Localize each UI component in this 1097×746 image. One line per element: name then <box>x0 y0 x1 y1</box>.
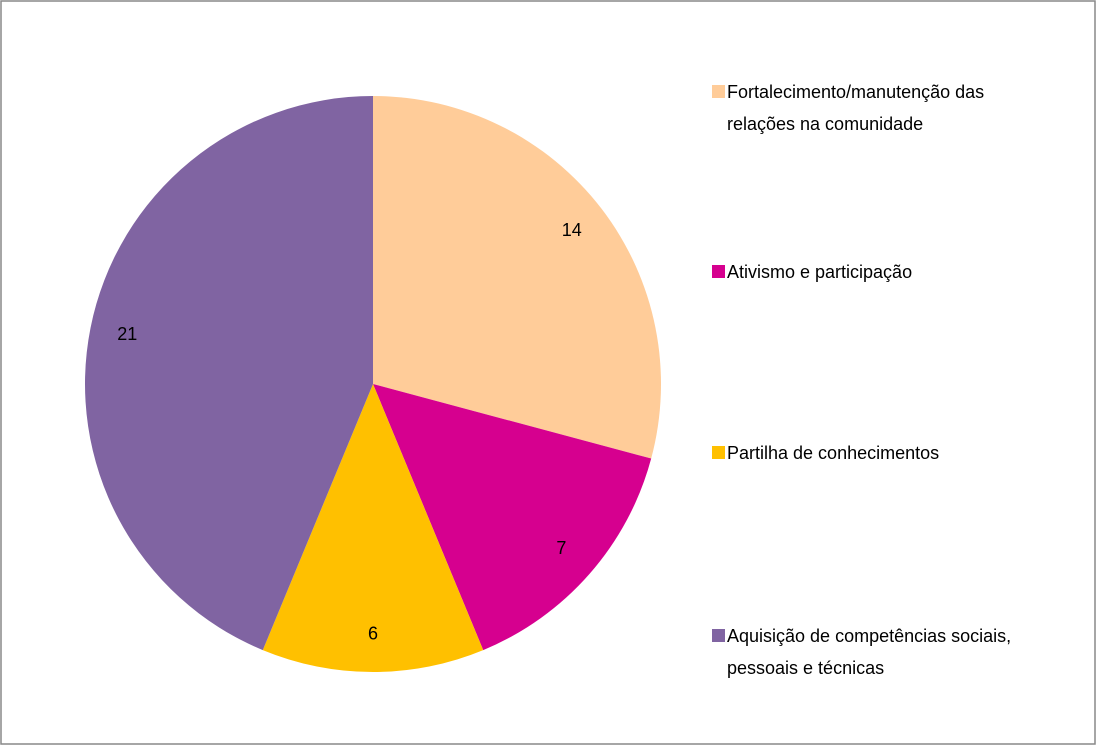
legend-swatch <box>712 265 725 278</box>
pie-slice <box>373 96 661 459</box>
legend-item: Ativismo e participação <box>712 256 1052 288</box>
legend-swatch <box>712 85 725 98</box>
legend-item: Aquisição de competências sociais, pesso… <box>712 620 1052 684</box>
pie-slice <box>262 384 484 673</box>
pie-slice <box>373 384 652 651</box>
legend-item: Fortalecimento/manutenção das relações n… <box>712 76 1052 140</box>
data-label: 6 <box>368 623 378 643</box>
legend-label: Aquisição de competências sociais, pesso… <box>727 626 1012 678</box>
legend-item: Partilha de conhecimentos <box>712 437 1052 469</box>
legend-label: Fortalecimento/manutenção das relações n… <box>727 82 985 134</box>
legend-label: Partilha de conhecimentos <box>727 443 940 463</box>
data-label: 21 <box>117 324 137 344</box>
pie-slice <box>85 96 373 651</box>
legend-label: Ativismo e participação <box>727 262 913 282</box>
data-label: 7 <box>556 538 566 558</box>
legend-swatch <box>712 446 725 459</box>
data-label: 14 <box>562 220 582 240</box>
legend-swatch <box>712 629 725 642</box>
